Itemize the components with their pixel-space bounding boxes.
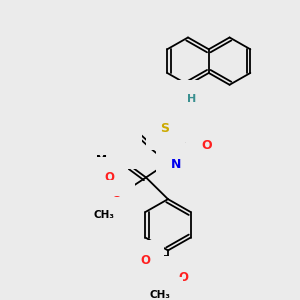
Text: S: S: [160, 122, 169, 135]
Text: CH₃: CH₃: [94, 210, 115, 220]
Text: O: O: [178, 271, 188, 284]
Text: N: N: [117, 141, 127, 154]
Text: CH₃: CH₃: [149, 290, 170, 300]
Text: H: H: [188, 94, 196, 103]
Text: O: O: [111, 195, 121, 208]
Text: N: N: [171, 158, 181, 171]
Text: O: O: [140, 254, 150, 267]
Text: O: O: [202, 140, 212, 152]
Text: Me: Me: [96, 155, 114, 165]
Text: O: O: [104, 171, 114, 184]
